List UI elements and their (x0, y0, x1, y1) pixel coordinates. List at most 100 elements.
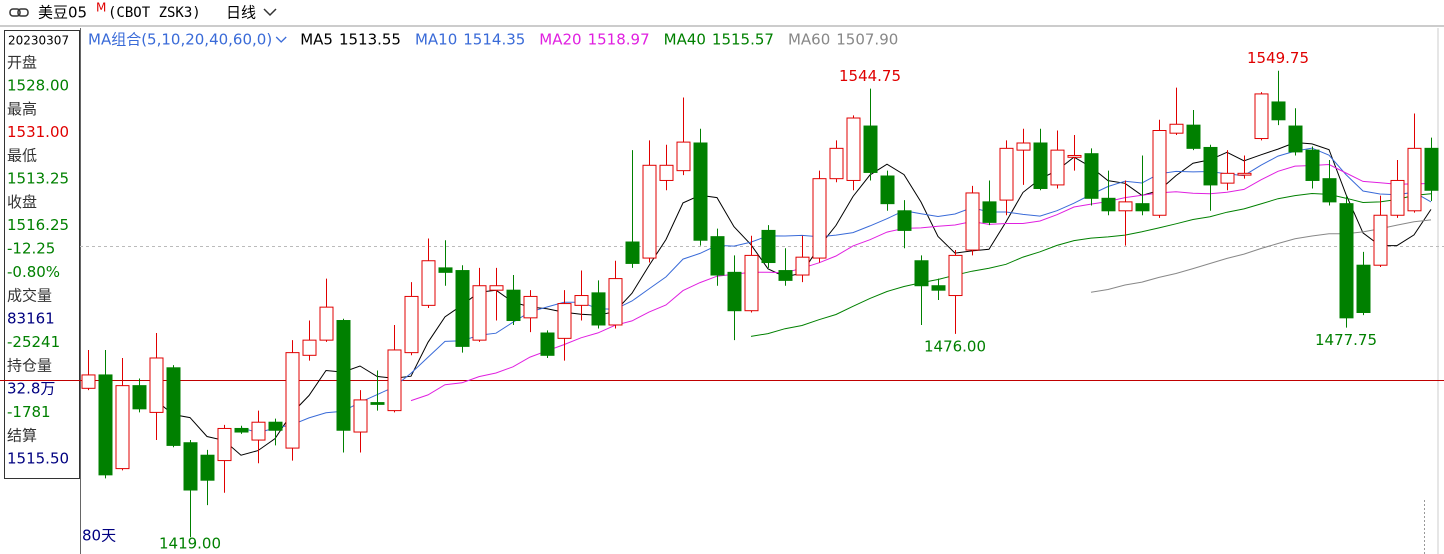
legend-value: 1514.35 (463, 31, 525, 49)
candle-body (897, 210, 912, 231)
candle-body (285, 352, 300, 449)
candle-body (234, 427, 249, 433)
candle-body (1390, 179, 1405, 216)
candle-body (761, 229, 776, 264)
candle-body (540, 332, 555, 356)
ma-group-title[interactable]: MA组合(5,10,20,40,60,0) (88, 31, 272, 49)
candle-body (608, 278, 623, 326)
legend-name: MA5 (300, 31, 333, 49)
candle-body (574, 295, 589, 306)
high-label: 1544.75 (839, 67, 901, 85)
candle-body (115, 385, 130, 470)
candle-body (829, 147, 844, 180)
info-value: 1513.25 (7, 170, 69, 188)
candle-body (81, 374, 96, 389)
candle-body (1254, 93, 1269, 140)
candle-body (1305, 149, 1320, 181)
info-value: 83161 (7, 310, 55, 328)
candle-body (1339, 203, 1354, 319)
candle-body (523, 295, 538, 319)
candle-body (472, 285, 487, 341)
candle-body (965, 192, 980, 251)
info-date: 20230307 (8, 34, 69, 48)
symbol-code[interactable]: (CBOT ZSK3) (108, 5, 201, 21)
candle-body (999, 147, 1014, 201)
candle-body (353, 399, 368, 433)
info-label: 开盘 (7, 54, 37, 72)
period-chevron[interactable] (263, 8, 277, 17)
low-label: 1477.75 (1315, 331, 1377, 349)
candle-body (200, 454, 215, 481)
candle-body (370, 402, 385, 405)
candle-body (268, 421, 283, 431)
candle-body (948, 254, 963, 297)
candle-body (166, 367, 181, 446)
info-value: 1531.00 (7, 123, 69, 141)
info-value: -12.25 (7, 240, 55, 258)
symbol: 美豆05 (38, 4, 87, 22)
candle-body (744, 254, 759, 312)
candle-body (1220, 172, 1235, 184)
candle-body (302, 339, 317, 356)
low-label: 1419.00 (159, 535, 221, 553)
candle-body (727, 271, 742, 312)
legend-name: MA20 (539, 31, 581, 49)
ma-line (750, 192, 1432, 337)
legend-name: MA40 (664, 31, 706, 49)
candle-body (1186, 124, 1201, 149)
candle-body (132, 385, 147, 410)
ma-line (155, 141, 1432, 456)
candle-body (659, 164, 674, 181)
candle-body (336, 320, 351, 431)
legend-name: MA60 (788, 31, 830, 49)
candle-body (1288, 125, 1303, 153)
candle-body (931, 285, 946, 291)
candle-body (1135, 203, 1150, 212)
candle-body (914, 260, 929, 287)
candle-body (1152, 130, 1167, 216)
candle-body (1016, 142, 1031, 151)
info-value: 1528.00 (7, 77, 69, 95)
ma-line (410, 163, 1432, 402)
candle-body (319, 306, 334, 341)
candle-body (591, 292, 606, 326)
ma-line (240, 147, 1432, 434)
symbol-marker: M (96, 1, 106, 15)
candle-body (676, 141, 691, 172)
candle-body (251, 421, 266, 441)
plot: 1544.75 1549.75 1419.00 1476.00 1477.75 (81, 49, 1439, 553)
candle-body (1237, 172, 1252, 176)
candle-body (1067, 154, 1082, 158)
candle-body (1050, 149, 1065, 186)
candle-body (438, 267, 453, 273)
info-label: 成交量 (7, 287, 52, 305)
candle-body (1169, 123, 1184, 134)
candle-body (846, 117, 861, 181)
info-value: -0.80% (7, 263, 60, 281)
candle-body (1118, 201, 1133, 212)
candle-body (812, 178, 827, 259)
period[interactable]: 日线 (226, 4, 256, 22)
info-label: 结算 (7, 427, 37, 445)
info-panel (4, 30, 80, 479)
legend-value: 1513.55 (339, 31, 401, 49)
candle-body (1322, 178, 1337, 203)
high-label: 1549.75 (1247, 49, 1309, 67)
info-label: 持仓量 (7, 357, 52, 375)
candle-body (1033, 142, 1048, 189)
ma-group-chevron (275, 36, 287, 43)
top-bar (0, 0, 1444, 26)
candle-body (1424, 147, 1439, 191)
info-value: -25241 (7, 333, 60, 351)
info-value: -1781 (7, 403, 51, 421)
info-value: 32.8万 (7, 380, 55, 398)
legend-name: MA10 (415, 31, 457, 49)
candle-body (1101, 197, 1116, 212)
low-label: 1476.00 (924, 337, 986, 355)
legend-value: 1515.57 (712, 31, 774, 49)
candle-body (863, 125, 878, 173)
info-value: 1515.50 (7, 450, 69, 468)
candle-body (1373, 214, 1388, 266)
